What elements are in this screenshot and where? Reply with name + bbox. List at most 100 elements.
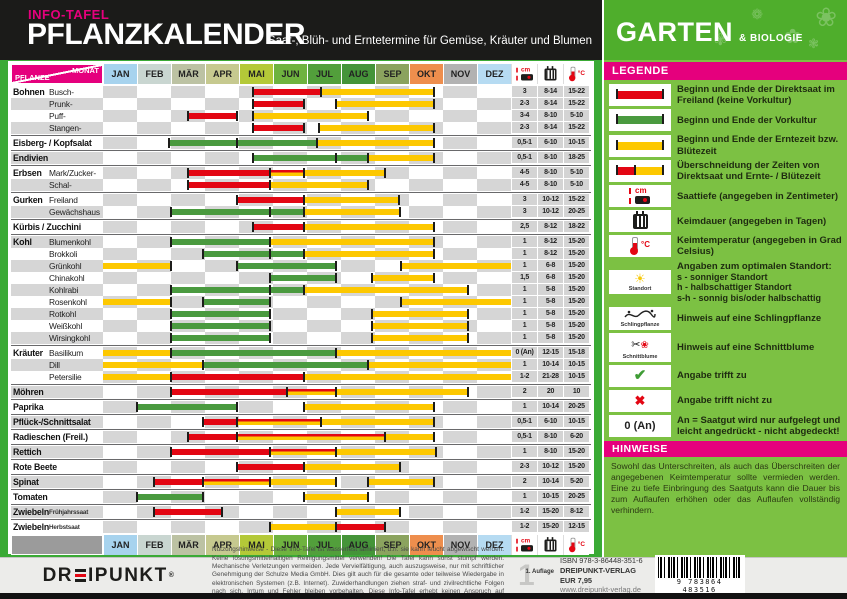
table-row: Prunk- 2-3 8-14 15-22: [11, 98, 591, 110]
group-separator: [11, 503, 591, 506]
legend-text-line: Angaben zum optimalen Standort:: [677, 260, 832, 272]
grid-cell: [103, 506, 137, 518]
table-row: Radieschen (Freil.) 0,5-1 8-10 6-20: [11, 431, 591, 443]
saattiefe-value: 1: [511, 491, 537, 503]
table-row: Grünkohl 1 6-8 15-20: [11, 260, 591, 272]
grid-cell: [239, 491, 273, 503]
grid-cell: [477, 152, 511, 164]
plant-group-label: Möhren: [13, 387, 44, 397]
yellow-bar-segment: [251, 111, 370, 121]
flower-icon: ❀: [640, 339, 649, 351]
table-row: Endivien 0,5-1 8-10 18-25: [11, 152, 591, 164]
bar-start-tick: [268, 447, 271, 457]
brand-sub: & BIOLOGIE: [739, 33, 803, 44]
bar-end-tick: [397, 195, 400, 205]
plant-sub-label: Busch-: [49, 87, 74, 97]
grid-cell: [137, 416, 171, 428]
celsius-label: °C: [577, 540, 585, 548]
legend-text-line: Überschneidung der Zeiten von Direktsaat…: [677, 159, 821, 183]
table-row: Paprika 1 10-14 20-25: [11, 401, 591, 413]
legend-item: Schlingpflanze Hinweis auf eine Schlingpf…: [609, 306, 842, 330]
plant-name-cell: Kohl Blumenkohl: [11, 236, 103, 248]
grid-cell: [137, 236, 171, 248]
plant-name-cell: Gewächshaus: [11, 206, 103, 218]
green-bar-segment: [268, 273, 337, 283]
bar-start-tick: [236, 195, 239, 205]
month-label-sep: SEP: [375, 64, 409, 84]
plant-group-label: Radieschen (Freil.): [13, 432, 88, 442]
group-separator: [11, 428, 591, 431]
bar-start-tick: [268, 477, 271, 487]
saattiefe-value: 1: [511, 260, 537, 272]
bar-start-tick: [316, 138, 319, 148]
plant-group-label: Tomaten: [13, 492, 48, 502]
edition-label: 1. Auflage: [525, 568, 554, 575]
saattiefe-value: 2-3: [511, 98, 537, 110]
red_yellow-bar-segment: [202, 477, 271, 487]
legend-title: LEGENDE: [604, 62, 847, 80]
green-bar-segment: [170, 321, 271, 331]
bar-start-tick: [370, 309, 373, 319]
celsius-label: °C: [641, 240, 650, 250]
cm-label: cm: [520, 536, 530, 544]
bar-start-tick: [236, 417, 239, 427]
grid-cell: [239, 506, 273, 518]
bar-start-tick: [317, 123, 320, 133]
saattiefe-value: 1: [511, 296, 537, 308]
plant-group-label: Kräuter: [13, 348, 43, 358]
bar-end-tick: [236, 402, 239, 412]
grid-cell: [171, 416, 205, 428]
keimdauer-value: 6-10: [537, 137, 563, 149]
month-label-feb: FEB: [137, 64, 171, 84]
grid-cell: [477, 284, 511, 296]
bar-start-tick: [170, 285, 172, 295]
month-track: [103, 371, 511, 383]
bar-start-tick: [153, 507, 155, 517]
dreipunkt-logo: DR IPUNKT ®: [43, 565, 176, 587]
grid-cell: [137, 248, 171, 260]
saattiefe-value: 1: [511, 401, 537, 413]
keimtemperatur-value: 15-22: [563, 122, 589, 134]
keimdauer-value: 8-10: [537, 431, 563, 443]
month-label-mär: MÄR: [171, 535, 205, 555]
month-label-okt: OKT: [409, 64, 443, 84]
table-row: Schal- 4-5 8-10 5-10: [11, 179, 591, 191]
bar-start-tick: [334, 507, 337, 517]
saattiefe-value: 2: [511, 386, 537, 398]
plant-name-cell: Rote Beete: [11, 461, 103, 473]
group-separator: [11, 413, 591, 416]
keimdauer-value: 10-14: [537, 476, 563, 488]
grid-cell: [171, 461, 205, 473]
keimdauer-value: 5-8: [537, 284, 563, 296]
grid-cell: [137, 110, 171, 122]
plant-name-cell: Pflück-/Schnittsalat: [11, 416, 103, 428]
grid-cell: [409, 110, 443, 122]
keimdauer-value: 8-14: [537, 98, 563, 110]
table-row: Tomaten 1 10-15 20-25: [11, 491, 591, 503]
green-bar-segment: [170, 207, 271, 217]
calendar-table: MONAT PFLANZE JAN FEB MÄR APR MAI JUN JUL AUG SE…: [8, 61, 594, 555]
red-bar-segment: [170, 372, 305, 382]
bar-start-tick: [268, 522, 271, 532]
grid-cell: [477, 308, 511, 320]
red-bar-segment: [251, 99, 305, 109]
saattiefe-value: 1: [511, 308, 537, 320]
grid-cell: [443, 506, 477, 518]
legend-text-line: s-h - sonnig bis/oder halbschattig: [677, 293, 822, 304]
bar-start-tick: [251, 111, 254, 121]
month-track: [103, 221, 511, 233]
cm-icon: cm: [609, 185, 671, 208]
yellow-bar-segment: [384, 432, 436, 442]
grid-cell: [205, 521, 239, 533]
table-row: Bohnen Busch- 3 8-14 15-22: [11, 86, 591, 98]
grid-cell: [137, 206, 171, 218]
yellow-bar-segment: [319, 87, 436, 97]
keimdauer-calendar-icon: [544, 536, 557, 551]
plant-name-cell: Brokkoli: [11, 248, 103, 260]
saattiefe-value: 1: [511, 359, 537, 371]
table-row: Kräuter Basilikum 0 (An) 12-15 15-18: [11, 347, 591, 359]
legend-column: ❀ ✿ ❁ ✾ ❃ GARTEN & BIOLOGIE LEGENDE Begi…: [602, 0, 847, 557]
bar-start-tick: [202, 477, 205, 487]
group-separator: [11, 149, 591, 152]
yellow-bar-segment: [103, 261, 172, 271]
